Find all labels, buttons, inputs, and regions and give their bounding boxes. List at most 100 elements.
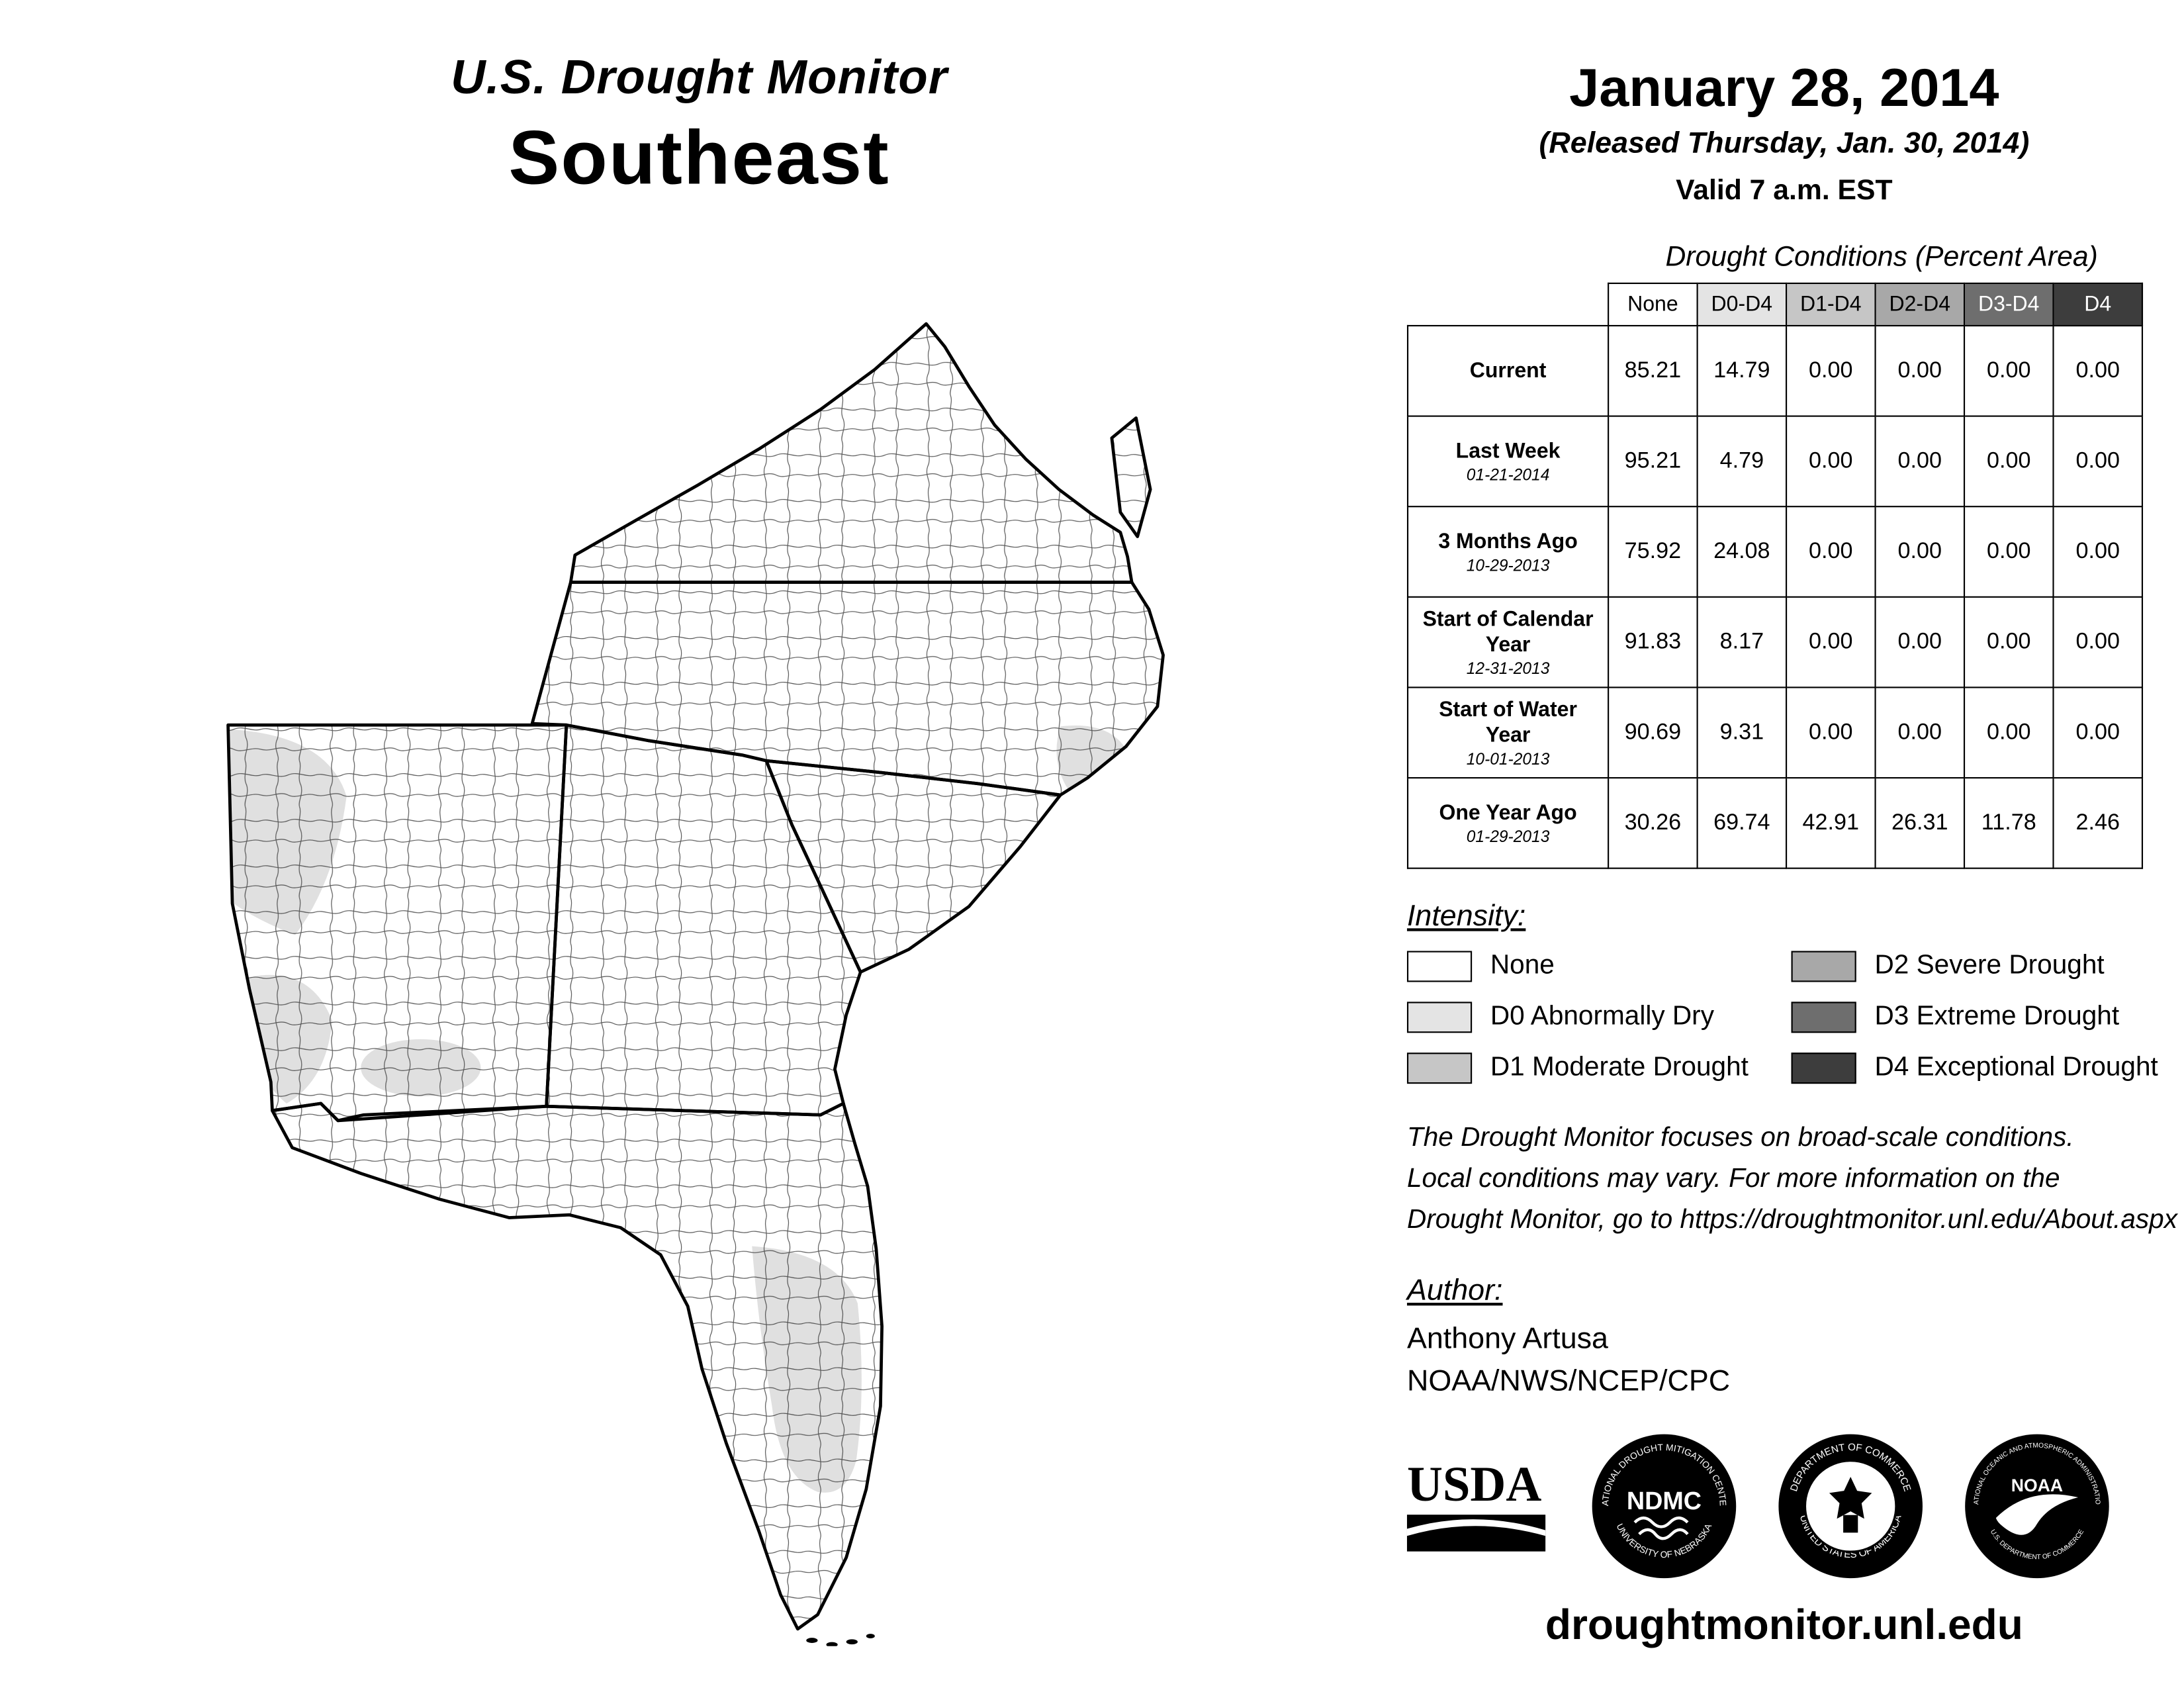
row-label-text: 3 Months Ago (1438, 529, 1578, 553)
row-label: Last Week 01-21-2014 (1406, 415, 1610, 508)
table-corner-cell (1408, 283, 1608, 326)
table-title: Drought Conditions (Percent Area) (1665, 241, 2098, 273)
column-header-d4: D4 (2052, 282, 2144, 327)
intensity-title: Intensity: (1406, 900, 1526, 933)
column-header-d0d4: D0-D4 (1696, 282, 1788, 327)
department-of-commerce-logo: DEPARTMENT OF COMMERCE UNITED STATES OF … (1778, 1434, 1923, 1579)
table-cell: 85.21 (1608, 324, 1698, 417)
legend-item-d0: D0 Abnormally Dry (1406, 1002, 1792, 1033)
d3-swatch (1791, 1002, 1856, 1033)
drought-conditions-table: None D0-D4 D1-D4 D2-D4 D3-D4 D4 Current … (1406, 282, 2144, 869)
map-title: U.S. Drought Monitor (451, 50, 948, 105)
table-cell: 0.00 (1786, 506, 1876, 598)
table-cell: 24.08 (1696, 506, 1788, 598)
table-cell: 91.83 (1608, 596, 1698, 688)
svg-text:NOAA: NOAA (2011, 1476, 2063, 1495)
site-url: droughtmonitor.unl.edu (1545, 1602, 2023, 1649)
info-panel: January 28, 2014 (Released Thursday, Jan… (1385, 60, 2184, 1650)
table-row-one-year-ago: One Year Ago 01-29-2013 30.26 69.74 42.9… (1406, 776, 2144, 869)
d4-swatch (1791, 1053, 1856, 1084)
table-cell: 0.00 (1874, 506, 1966, 598)
legend-column-left: None D0 Abnormally Dry D1 Moderate Droug… (1406, 951, 1792, 1084)
table-cell: 30.26 (1608, 776, 1698, 869)
table-cell: 0.00 (2052, 415, 2144, 508)
table-cell: 2.46 (2052, 776, 2144, 869)
row-label-date: 10-29-2013 (1466, 557, 1550, 575)
legend-label: D0 Abnormally Dry (1490, 1002, 1714, 1032)
d0-swatch (1406, 1002, 1473, 1033)
table-cell: 0.00 (1963, 506, 2054, 598)
table-cell: 42.91 (1786, 776, 1876, 869)
table-cell: 0.00 (1963, 324, 2054, 417)
svg-text:NDMC: NDMC (1627, 1487, 1702, 1515)
row-label-date: 10-01-2013 (1466, 751, 1550, 769)
none-swatch (1406, 951, 1473, 982)
row-label-text: Current (1469, 358, 1547, 383)
intensity-legend: None D0 Abnormally Dry D1 Moderate Droug… (1406, 951, 2184, 1084)
table-cell: 95.21 (1608, 415, 1698, 508)
florida-keys (806, 1634, 875, 1646)
row-label-date: 01-29-2013 (1466, 828, 1550, 846)
table-cell: 75.92 (1608, 506, 1698, 598)
table-cell: 0.00 (1786, 686, 1876, 779)
table-cell: 0.00 (2052, 324, 2144, 417)
table-cell: 0.00 (1874, 415, 1966, 508)
disclaimer-line: Drought Monitor, go to https://droughtmo… (1406, 1205, 2178, 1235)
column-header-none: None (1608, 282, 1698, 327)
column-header-d1d4: D1-D4 (1786, 282, 1876, 327)
table-cell: 14.79 (1696, 324, 1788, 417)
legend-label: None (1490, 951, 1555, 981)
noaa-logo: NATIONAL OCEANIC AND ATMOSPHERIC ADMINIS… (1964, 1432, 2109, 1579)
table-cell: 69.74 (1696, 776, 1788, 869)
svg-text:USDA: USDA (1407, 1457, 1541, 1512)
legend-label: D2 Severe Drought (1874, 951, 2105, 981)
table-cell: 0.00 (1874, 596, 1966, 688)
legend-item-d2: D2 Severe Drought (1791, 951, 2176, 982)
row-label-text: Start of Water Year (1439, 697, 1577, 747)
table-cell: 0.00 (1874, 324, 1966, 417)
table-cell: 0.00 (1874, 686, 1966, 779)
d2-swatch (1791, 951, 1856, 982)
usda-logo: USDA (1406, 1457, 1546, 1552)
legend-item-d3: D3 Extreme Drought (1791, 1002, 2176, 1033)
region-title: Southeast (508, 116, 890, 201)
seagull-shape (1995, 1494, 2079, 1535)
table-cell: 0.00 (1963, 415, 2054, 508)
state-borders (226, 322, 1165, 1631)
ndmc-logo: NATIONAL DROUGHT MITIGATION CENTER UNIVE… (1590, 1432, 1737, 1579)
row-label: 3 Months Ago 10-29-2013 (1406, 506, 1610, 598)
table-cell: 0.00 (1786, 415, 1876, 508)
table-cell: 90.69 (1608, 686, 1698, 779)
legend-item-d4: D4 Exceptional Drought (1791, 1053, 2176, 1084)
row-label-date: 01-21-2014 (1466, 467, 1550, 485)
table-row-start-water-year: Start of Water Year 10-01-2013 90.69 9.3… (1406, 686, 2144, 779)
table-cell: 4.79 (1696, 415, 1788, 508)
table-cell: 26.31 (1874, 776, 1966, 869)
table-cell: 8.17 (1696, 596, 1788, 688)
author-name: Anthony Artusa (1406, 1322, 1608, 1355)
report-date: January 28, 2014 (1569, 59, 1999, 119)
table-cell: 11.78 (1963, 776, 2054, 869)
legend-item-none: None (1406, 951, 1792, 982)
released-date: (Released Thursday, Jan. 30, 2014) (1539, 127, 2030, 160)
table-cell: 0.00 (1963, 596, 2054, 688)
title-block: U.S. Drought Monitor Southeast (283, 51, 1116, 202)
disclaimer-line: Local conditions may vary. For more info… (1406, 1164, 2060, 1194)
table-cell: 0.00 (1786, 596, 1876, 688)
row-label: Start of Water Year 10-01-2013 (1406, 686, 1610, 779)
legend-label: D3 Extreme Drought (1874, 1002, 2120, 1032)
eagle-emblem (1829, 1476, 1872, 1519)
valid-time: Valid 7 a.m. EST (1676, 175, 1893, 207)
table-row-current: Current 85.21 14.79 0.00 0.00 0.00 0.00 (1406, 324, 2144, 417)
row-label-date: 12-31-2013 (1466, 660, 1550, 678)
table-cell: 0.00 (2052, 686, 2144, 779)
table-cell: 9.31 (1696, 686, 1788, 779)
legend-label: D4 Exceptional Drought (1874, 1053, 2158, 1083)
row-label: Start of Calendar Year 12-31-2013 (1406, 596, 1610, 688)
row-label: One Year Ago 01-29-2013 (1406, 776, 1610, 869)
table-cell: 0.00 (2052, 596, 2144, 688)
row-label-text: Last Week (1455, 438, 1561, 463)
logo-row: USDA NATIONAL DROUGHT MITIGATION CENTER … (1404, 1432, 2184, 1579)
southeast-drought-map (226, 322, 1165, 1646)
